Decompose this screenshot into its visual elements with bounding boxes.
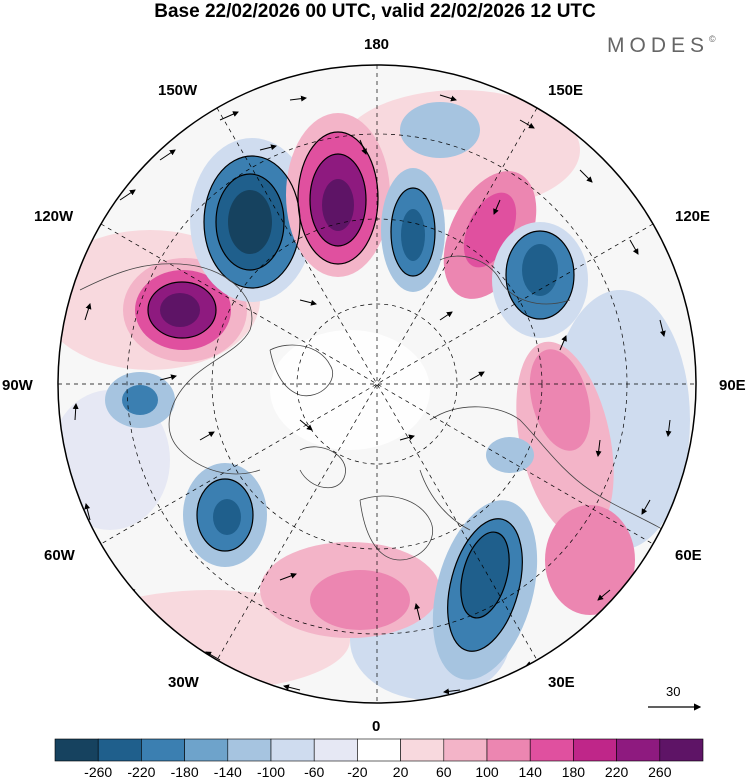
colorbar-swatch: [659, 738, 704, 762]
lon-label-60e: 60E: [675, 547, 702, 564]
colorbar-swatch: [141, 738, 185, 762]
lon-label-30e: 30E: [548, 674, 575, 691]
colorbar-tick-label: -20: [347, 764, 368, 780]
lon-label-120w: 120W: [34, 208, 74, 225]
colorbar-tick-label: 220: [604, 764, 629, 780]
colorbar-swatch: [227, 738, 272, 762]
lon-label-150w: 150W: [158, 82, 198, 99]
colorbar-tick-label: 100: [475, 764, 499, 780]
colorbar-swatch: [270, 738, 315, 762]
lon-label-120e: 120E: [675, 208, 711, 225]
colorbar-tick-label: 260: [648, 764, 672, 780]
colorbar-swatch: [357, 738, 401, 762]
lon-label-90w: 90W: [2, 377, 33, 394]
lon-label-180: 180: [364, 36, 390, 53]
colorbar-swatch: [313, 738, 358, 762]
colorbar-swatch: [184, 738, 229, 762]
brand-logo: MODES©: [607, 34, 716, 58]
colorbar-swatch: [443, 738, 488, 762]
map-title: Base 22/02/2026 00 UTC, valid 22/02/2026…: [154, 1, 596, 22]
colorbar-swatch: [573, 738, 617, 762]
brand-name: MODES: [607, 34, 710, 57]
colorbar-tick-label: 60: [436, 764, 452, 780]
lon-label-0: 0: [372, 718, 381, 735]
colorbar-tick-label: -100: [256, 764, 286, 780]
colorbar-tick-label: -60: [304, 764, 325, 780]
lon-label-150e: 150E: [548, 82, 584, 99]
lon-label-60w: 60W: [44, 547, 75, 564]
colorbar-tick-label: 180: [561, 764, 586, 780]
colorbar-swatch: [486, 738, 531, 762]
colorbar-tick-label: -220: [127, 764, 156, 780]
map-boundary: [57, 64, 697, 704]
colorbar-swatch: [54, 738, 99, 762]
colorbar-swatch: [529, 738, 574, 762]
reference-vector-label: 30: [666, 684, 681, 699]
colorbar-tick-label: -180: [170, 764, 199, 780]
colorbar-tick-label: 20: [392, 764, 409, 780]
brand-mark: ©: [709, 34, 716, 44]
lon-label-90e: 90E: [719, 377, 746, 394]
colorbar-tick-label: -260: [84, 764, 113, 780]
colorbar-tick-label: -140: [213, 764, 242, 780]
lon-label-30w: 30W: [168, 674, 199, 691]
anomaly-field: [58, 65, 696, 703]
colorbar-swatch: [616, 738, 661, 762]
colorbar-tick-label: 140: [518, 764, 542, 780]
colorbar-swatch: [400, 738, 445, 762]
colorbar-swatch: [97, 738, 142, 762]
